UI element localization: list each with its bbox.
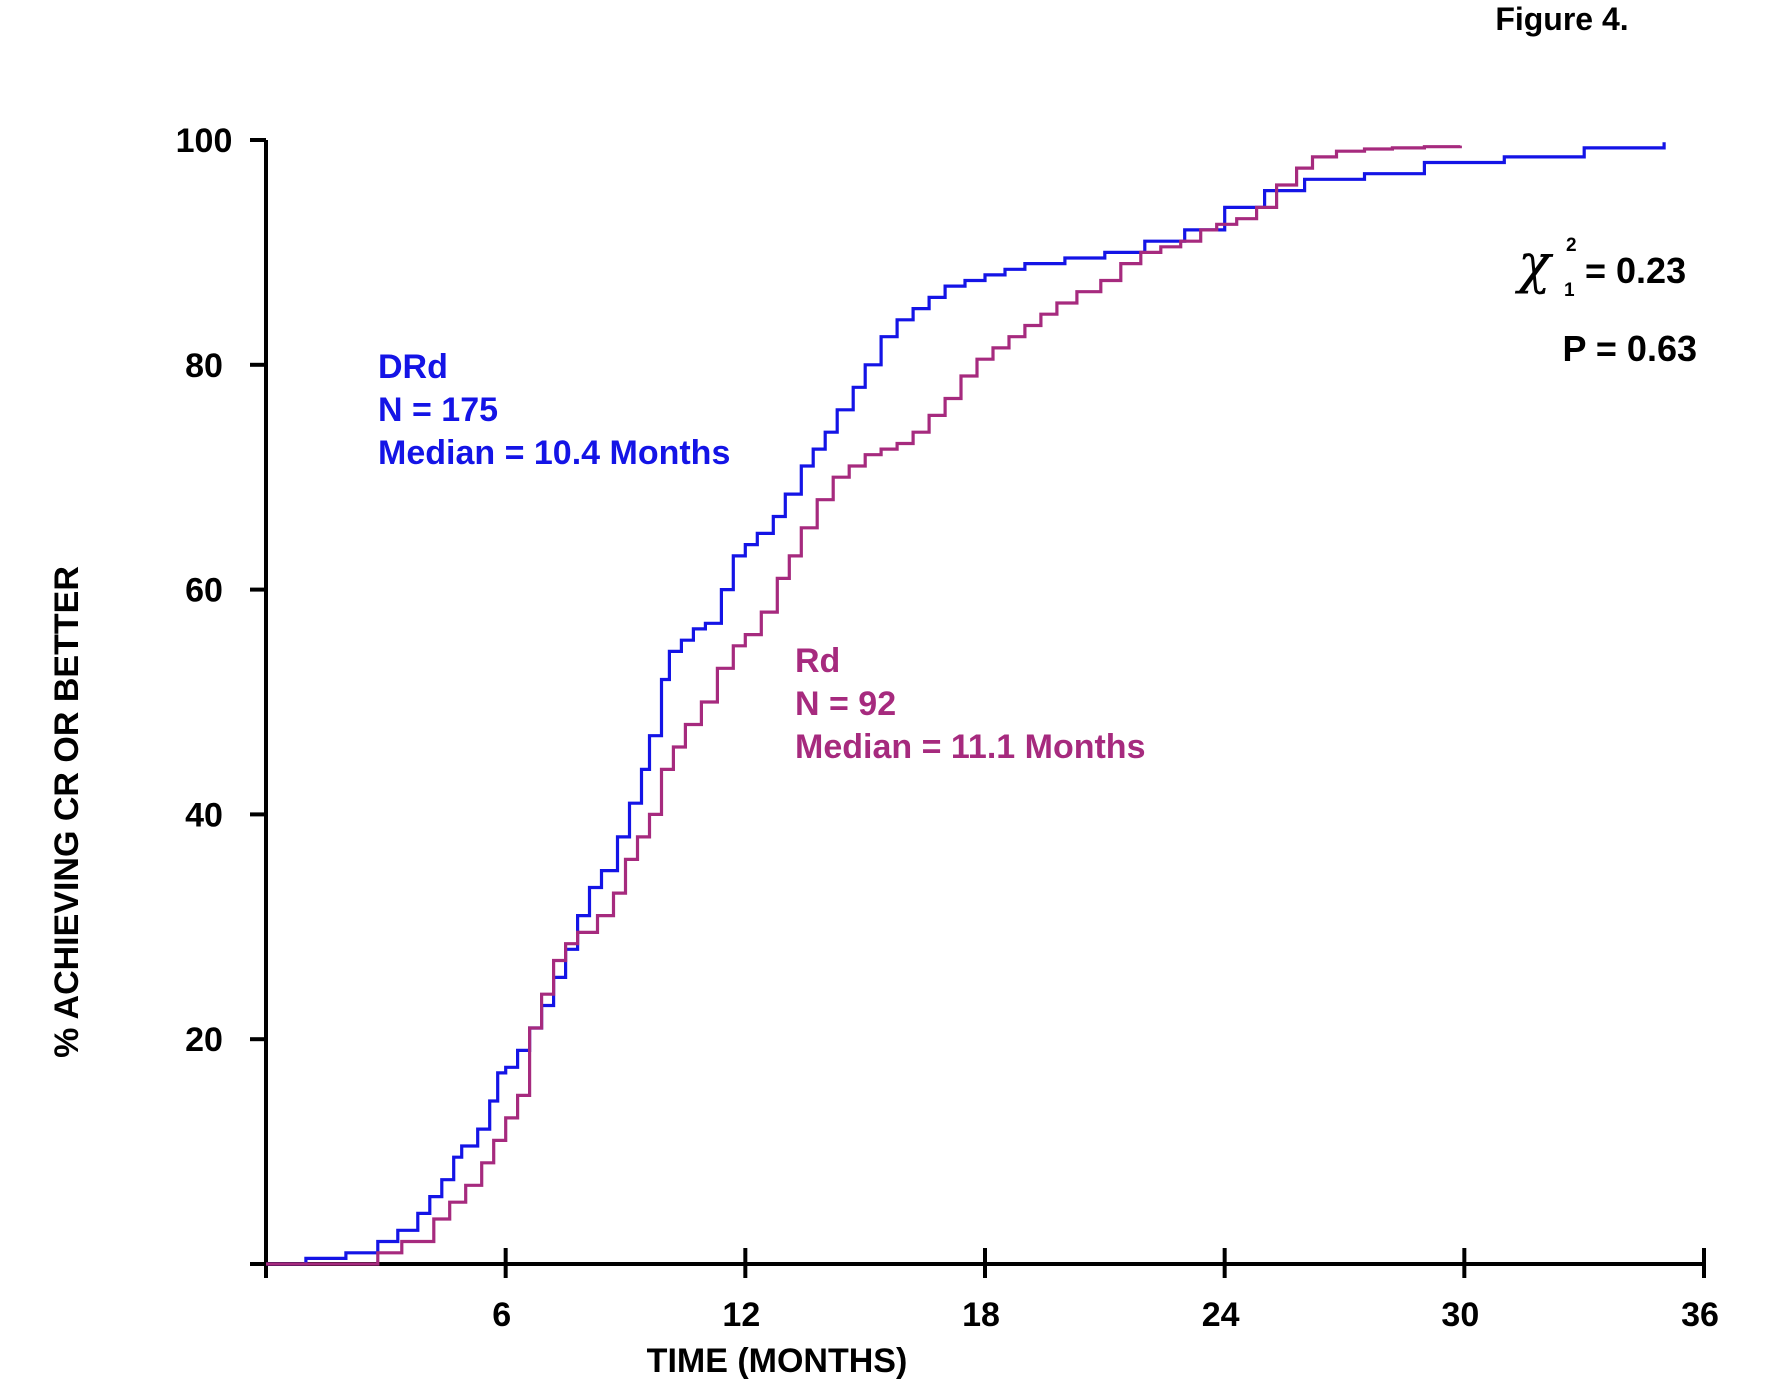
y-tick-label: 80 — [185, 347, 223, 385]
x-tick-label: 24 — [1202, 1296, 1240, 1334]
chi-square-value: = 0.23 — [1585, 250, 1686, 291]
y-tick-label: 100 — [176, 122, 233, 160]
p-value: P = 0.63 — [1563, 328, 1697, 369]
stats-annotation: χ 2 1 = 0.23 P = 0.63 — [1514, 232, 1697, 369]
x-tick-label: 30 — [1441, 1296, 1479, 1334]
series-line-rd — [266, 145, 1462, 1266]
series-line-drd — [266, 142, 1666, 1266]
y-axis-label: % ACHIEVING CR OR BETTER — [48, 566, 86, 1058]
x-tick-label: 12 — [722, 1296, 760, 1334]
rd-annotation: Rd N = 92 Median = 11.1 Months — [795, 642, 1145, 766]
chi-square-superscript: 2 — [1566, 235, 1577, 256]
y-tick-label: 40 — [185, 796, 223, 834]
drd-n-label: N = 175 — [378, 391, 498, 429]
y-tick-label: 60 — [185, 572, 223, 610]
figure-label: Figure 4. — [1495, 1, 1628, 37]
rd-label: Rd — [795, 642, 840, 680]
drd-median-label: Median = 10.4 Months — [378, 434, 730, 472]
x-axis-label: TIME (MONTHS) — [647, 1342, 908, 1380]
rd-median-label: Median = 11.1 Months — [795, 728, 1145, 766]
drd-annotation: DRd N = 175 Median = 10.4 Months — [378, 348, 730, 472]
series-layer — [266, 142, 1666, 1266]
chi-square-subscript: 1 — [1564, 280, 1575, 301]
drd-label: DRd — [378, 348, 448, 386]
chi-square-symbol: χ — [1514, 232, 1554, 295]
rd-n-label: N = 92 — [795, 685, 896, 723]
x-tick-label: 18 — [962, 1296, 1000, 1334]
x-tick-label: 36 — [1681, 1296, 1719, 1334]
x-tick-label: 6 — [492, 1296, 511, 1334]
y-tick-label: 20 — [185, 1021, 223, 1059]
